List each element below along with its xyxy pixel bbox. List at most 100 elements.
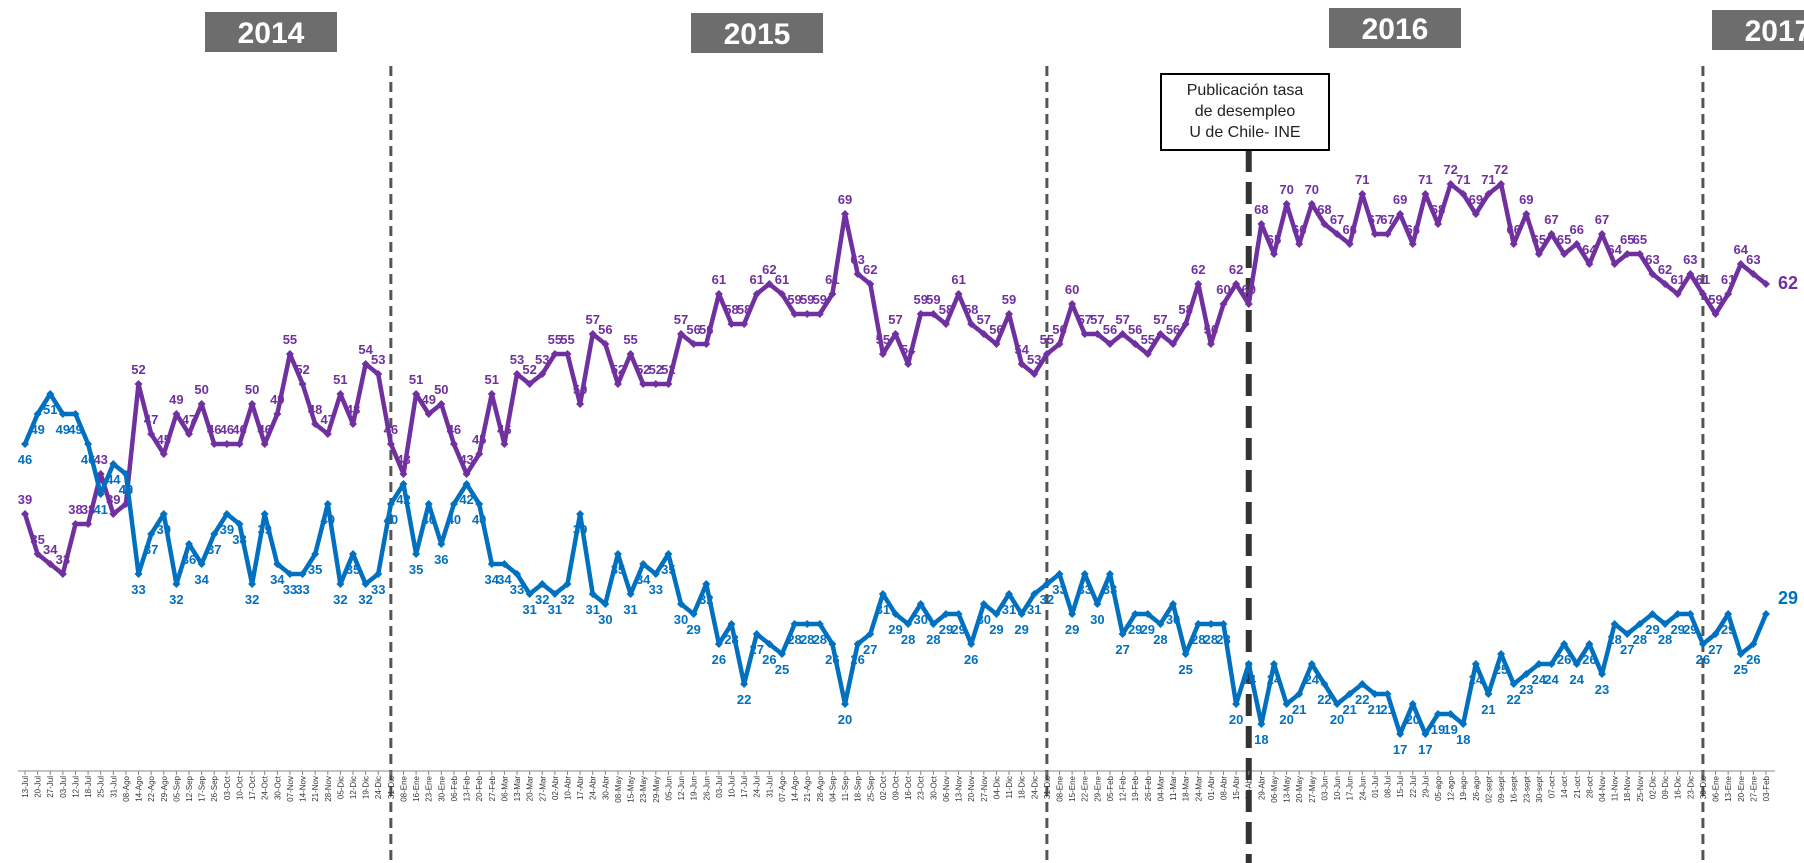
- data-label: 67: [1380, 212, 1394, 227]
- data-label: 46: [384, 422, 398, 437]
- data-label: 21: [1342, 702, 1356, 717]
- data-label: 49: [56, 422, 70, 437]
- data-label: 49: [169, 392, 183, 407]
- x-tick-label: 11-Sep: [841, 775, 850, 801]
- x-tick-label: 15-May: [627, 776, 636, 803]
- data-point: [1572, 240, 1581, 248]
- data-point: [361, 580, 370, 588]
- data-label: 33: [1103, 582, 1117, 597]
- x-tick-label: 06-May: [1270, 776, 1279, 803]
- data-point: [71, 520, 80, 528]
- data-label: 43: [459, 452, 473, 467]
- x-tick-label: 03-Oct: [223, 775, 232, 800]
- data-point: [248, 580, 257, 588]
- data-point: [941, 610, 950, 618]
- data-label: 59: [800, 292, 814, 307]
- data-label: 56: [1052, 322, 1066, 337]
- data-label: 59: [913, 292, 927, 307]
- data-point: [1686, 270, 1695, 278]
- x-tick-label: 31-Dic: [1043, 776, 1052, 799]
- data-label: 33: [371, 582, 385, 597]
- data-label: 40: [447, 512, 461, 527]
- data-label: 29: [686, 622, 700, 637]
- data-point: [1408, 700, 1417, 708]
- x-tick-label: 20-Feb: [475, 775, 484, 801]
- data-label: 57: [888, 312, 902, 327]
- data-point: [1156, 620, 1165, 628]
- data-label: 52: [131, 362, 145, 377]
- data-point: [1560, 640, 1569, 648]
- data-label: 50: [194, 382, 208, 397]
- data-point: [260, 440, 269, 448]
- x-tick-label: 28-oct: [1585, 775, 1594, 798]
- x-tick-label: 18-Nov: [1623, 776, 1632, 802]
- x-tick-label: 29-Ago: [160, 775, 169, 801]
- data-label: 31: [876, 602, 890, 617]
- data-point: [613, 380, 622, 388]
- x-tick-label: 17-Oct: [248, 775, 257, 800]
- data-label: 43: [93, 452, 107, 467]
- x-tick-label: 01-Abr: [1207, 776, 1216, 800]
- data-point: [311, 420, 320, 428]
- data-point: [1661, 620, 1670, 628]
- data-point: [487, 560, 496, 568]
- data-point: [841, 700, 850, 708]
- data-label: 36: [182, 552, 196, 567]
- data-point: [1749, 270, 1758, 278]
- data-point: [967, 320, 976, 328]
- data-point: [1396, 730, 1405, 738]
- data-point: [916, 600, 925, 608]
- data-label: 31: [1002, 602, 1016, 617]
- data-point: [437, 540, 446, 548]
- data-label: 40: [384, 512, 398, 527]
- x-tick-label: 05-Dic: [336, 776, 345, 799]
- x-tick-label: 07-oct: [1548, 775, 1557, 798]
- x-tick-label: 09-Dic: [1661, 776, 1670, 799]
- data-point: [803, 620, 812, 628]
- x-tick-label: 09-Oct: [892, 775, 901, 800]
- data-point: [1749, 640, 1758, 648]
- data-label: 46: [18, 452, 32, 467]
- x-tick-label: 08-Ago: [122, 775, 131, 801]
- data-label: 62: [1778, 273, 1798, 293]
- x-tick-label: 17-Jul: [740, 776, 749, 798]
- data-label: 43: [396, 452, 410, 467]
- data-label: 46: [81, 452, 95, 467]
- data-point: [513, 570, 522, 578]
- data-point: [1143, 610, 1152, 618]
- data-label: 58: [737, 302, 751, 317]
- data-label: 32: [1040, 592, 1054, 607]
- data-label: 55: [876, 332, 890, 347]
- x-tick-label: 14-Ago: [135, 775, 144, 801]
- x-tick-label: 08-Ene: [399, 775, 408, 801]
- data-label: 60: [1242, 282, 1256, 297]
- data-label: 26: [1696, 652, 1710, 667]
- data-label: 28: [1607, 632, 1621, 647]
- data-label: 66: [1506, 222, 1520, 237]
- x-tick-label: 02-sept: [1484, 775, 1493, 802]
- data-point: [525, 590, 534, 598]
- data-label: 46: [220, 422, 234, 437]
- data-label: 55: [560, 332, 574, 347]
- data-point: [1497, 180, 1506, 188]
- data-label: 28: [1658, 632, 1672, 647]
- x-tick-label: 10-Jun: [1333, 776, 1342, 800]
- data-label: 56: [598, 322, 612, 337]
- data-point: [1055, 570, 1064, 578]
- data-point: [929, 310, 938, 318]
- x-tick-label: 31-Dic: [387, 776, 396, 799]
- data-point: [689, 610, 698, 618]
- x-tick-label: 25-Nov: [1636, 776, 1645, 802]
- data-point: [613, 550, 622, 558]
- data-point: [1169, 600, 1178, 608]
- data-point: [752, 630, 761, 638]
- data-point: [1509, 240, 1518, 248]
- data-label: 61: [775, 272, 789, 287]
- data-label: 65: [1557, 232, 1571, 247]
- data-label: 64: [1582, 242, 1597, 257]
- data-point: [449, 500, 458, 508]
- data-label: 18: [1254, 732, 1268, 747]
- data-label: 38: [81, 502, 95, 517]
- data-point: [449, 440, 458, 448]
